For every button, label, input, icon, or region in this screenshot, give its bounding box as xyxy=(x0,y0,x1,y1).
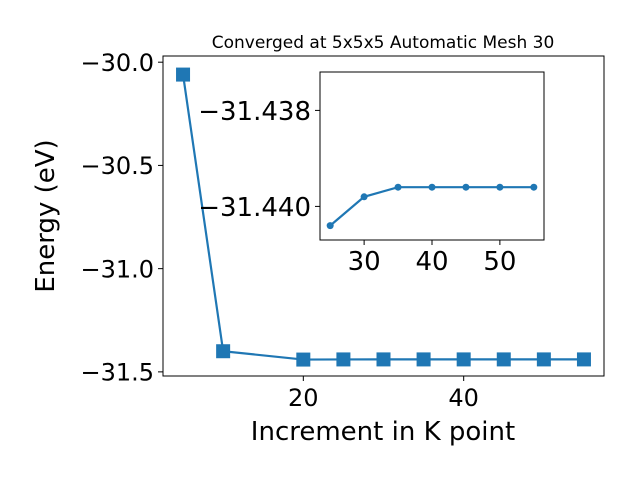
x-tick-label: 20 xyxy=(288,384,319,412)
y-tick-label: −31.440 xyxy=(198,193,311,223)
y-tick-label: −30.0 xyxy=(80,49,154,77)
x-axis-label: Increment in K point xyxy=(251,417,515,447)
inset-series xyxy=(326,183,538,230)
x-tick-label: 30 xyxy=(348,247,381,277)
data-point xyxy=(536,352,551,367)
data-point xyxy=(496,352,511,367)
y-tick-label: −31.0 xyxy=(80,255,154,283)
x-tick-label: 40 xyxy=(415,247,448,277)
main-chart: Converged at 5x5x5 Automatic Mesh 30 Inc… xyxy=(31,33,605,447)
data-point xyxy=(462,183,470,191)
data-point xyxy=(416,352,431,367)
data-point xyxy=(576,352,591,367)
main-series xyxy=(176,67,591,367)
data-point xyxy=(336,352,351,367)
x-tick-label: 40 xyxy=(448,384,479,412)
data-point xyxy=(296,352,311,367)
series-line xyxy=(181,74,584,361)
data-point xyxy=(176,67,191,82)
y-tick-label: −30.5 xyxy=(80,152,154,180)
inset-ticks: 30 40 50 −31.440 −31.438 xyxy=(198,97,516,277)
data-point xyxy=(216,344,231,359)
data-point xyxy=(530,183,538,191)
data-point xyxy=(496,183,504,191)
inset-background xyxy=(320,72,544,240)
data-point xyxy=(428,183,436,191)
main-plot-frame xyxy=(162,55,605,377)
y-axis-label: Energy (eV) xyxy=(31,139,61,292)
data-point xyxy=(360,193,368,201)
data-point xyxy=(326,222,334,230)
main-ticks: 20 40 −30.0 −30.5 −31.0 −31.5 xyxy=(80,49,479,412)
inset-chart: 30 40 50 −31.440 −31.438 xyxy=(198,71,545,277)
chart-title: Converged at 5x5x5 Automatic Mesh 30 xyxy=(212,33,555,53)
data-point xyxy=(394,183,402,191)
y-tick-label: −31.5 xyxy=(80,359,154,387)
data-point xyxy=(376,352,391,367)
y-tick-label: −31.438 xyxy=(198,97,311,127)
x-tick-label: 50 xyxy=(483,247,516,277)
data-point xyxy=(456,352,471,367)
